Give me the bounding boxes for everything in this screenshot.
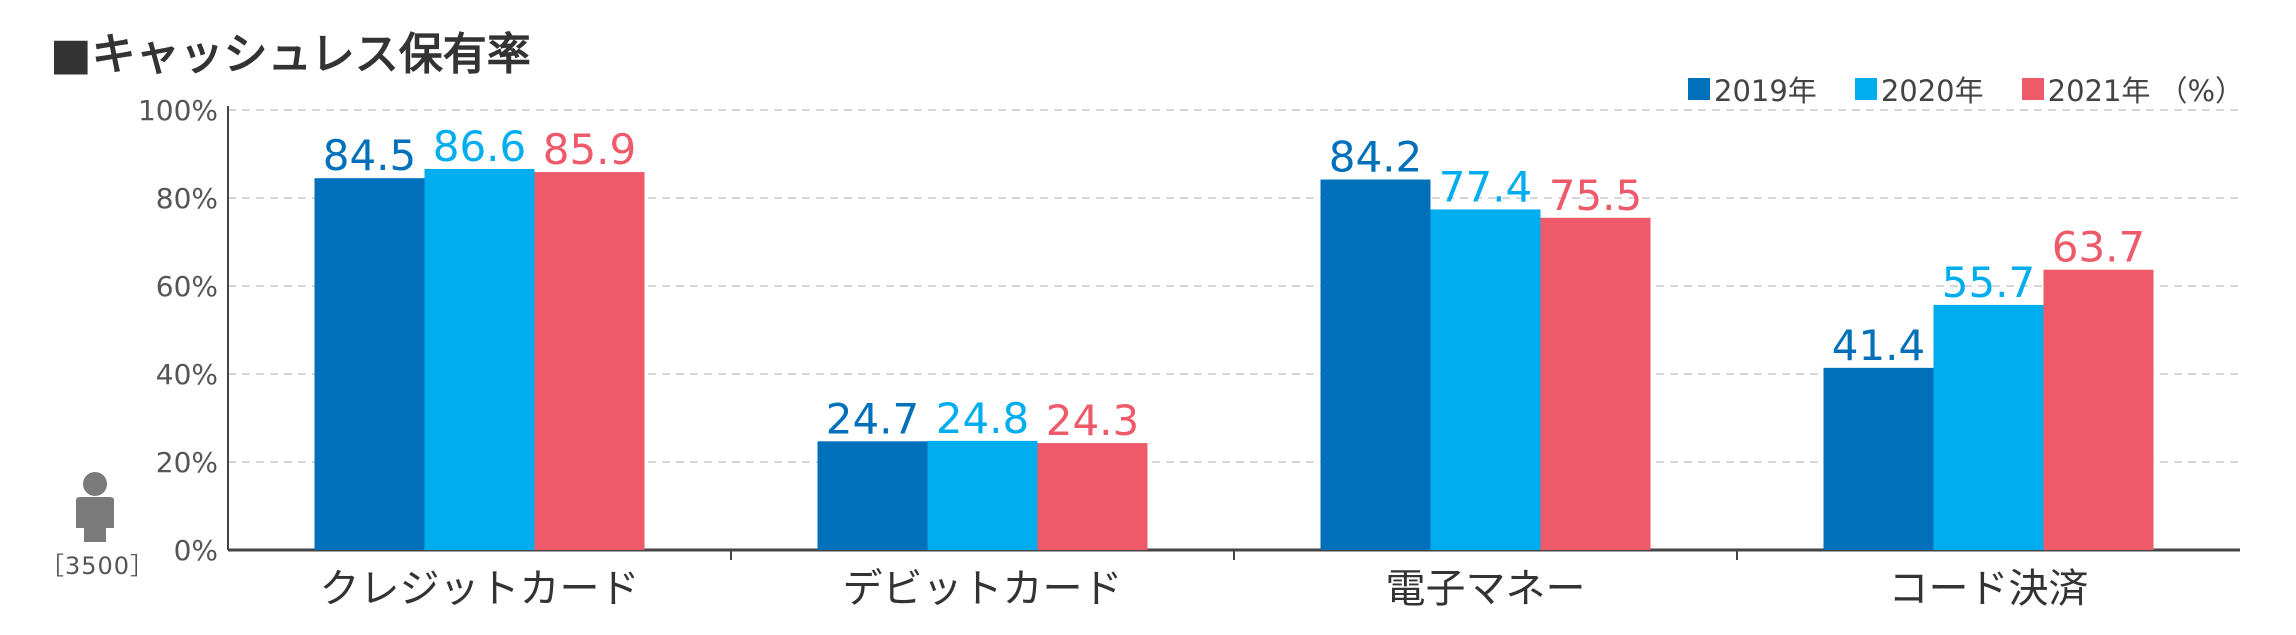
data-label: 84.5 [323,131,417,180]
y-tick-label: 40% [156,358,218,391]
data-label: 84.2 [1329,133,1423,182]
data-label: 24.7 [826,394,920,443]
bar [1823,367,1934,550]
legend-swatch-2019 [1688,78,1710,100]
legend-unit: （%） [2158,74,2244,108]
bar [1430,209,1541,550]
y-tick-label: 20% [156,446,218,479]
legend-label-2019: 2019年 [1714,74,1817,108]
y-tick-label: 80% [156,182,218,215]
x-category-label: クレジットカード [320,566,640,612]
bar [1320,179,1431,550]
bar [1037,443,1148,550]
legend-swatch-2020 [1854,78,1877,100]
respondents-block: ［3500］ [40,470,156,581]
legend: 2019年 2020年 2021年 （%） [1650,68,2244,110]
bar [1933,304,2044,550]
data-label: 75.5 [1549,171,1643,220]
data-label: 41.4 [1832,321,1926,370]
legend-swatch-2021 [2021,78,2044,100]
data-label: 85.9 [543,125,637,174]
data-label: 86.6 [433,122,527,171]
x-category-label: コード決済 [1889,566,2089,612]
legend-item-2021: 2021年 （%） [2021,68,2244,110]
bar [534,172,645,551]
legend-item-2020: 2020年 [1854,68,1984,110]
legend-label-2021: 2021年 [2047,74,2151,108]
data-label: 63.7 [2052,223,2146,272]
y-tick-label: 0% [174,534,218,567]
data-label: 55.7 [1942,258,2036,307]
x-category-label: 電子マネー [1386,566,1586,612]
bar [2043,269,2154,550]
bar [424,168,535,550]
bar [927,440,1038,550]
legend-label-2020: 2020年 [1880,74,1984,108]
x-category-label: デビットカード [843,566,1123,612]
respondents-count: ［3500］ [40,552,156,580]
y-tick-label: 100% [138,94,218,127]
data-label: 24.8 [936,394,1030,443]
bar [1540,217,1651,551]
y-tick-label: 60% [156,270,218,303]
bar [817,441,928,550]
data-label: 77.4 [1439,162,1533,211]
person-icon [76,472,114,542]
data-label: 24.3 [1046,396,1140,445]
chart-title: ■キャッシュレス保有率 [50,29,531,80]
bar [314,178,425,550]
legend-item-2019: 2019年 [1688,68,1817,110]
